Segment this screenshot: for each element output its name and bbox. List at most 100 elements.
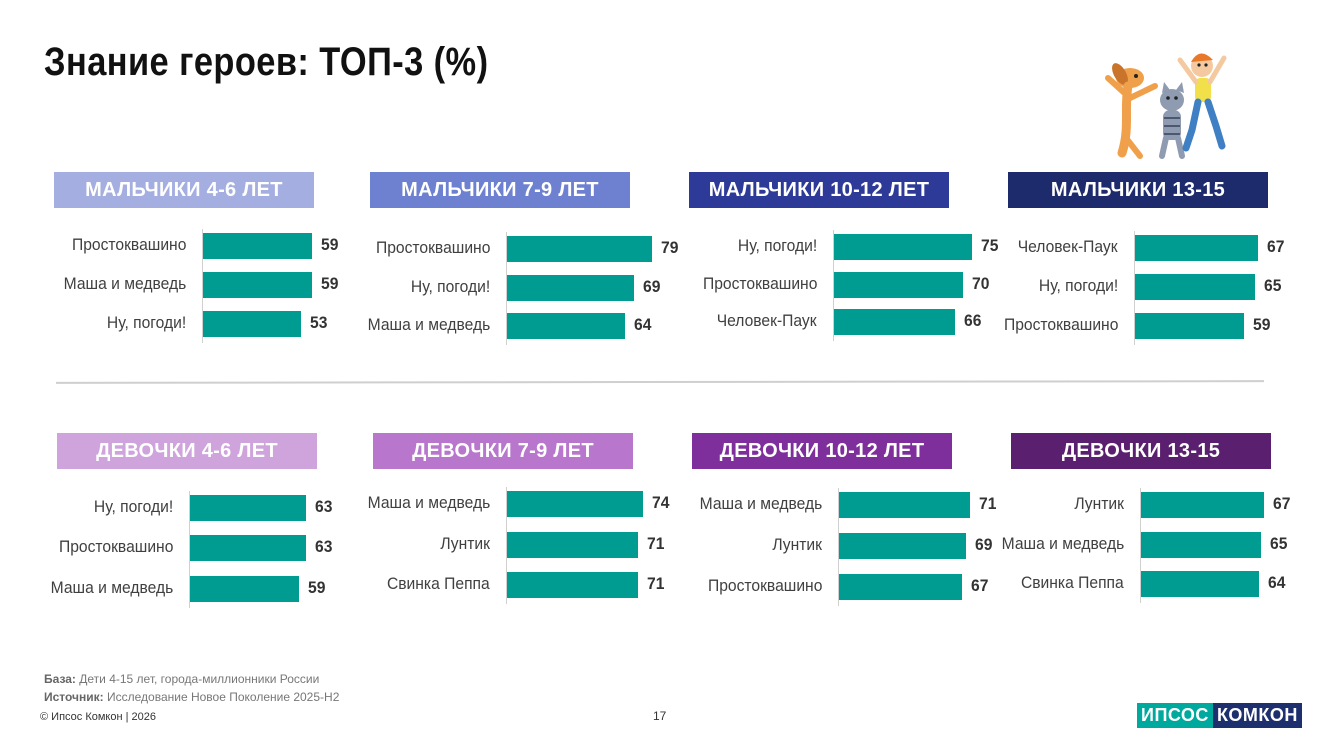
cartoon-characters-illustration (1105, 53, 1227, 159)
bar (839, 533, 966, 559)
footnote-base: База: Дети 4-15 лет, города-миллионники … (44, 672, 319, 686)
category-axis (1134, 231, 1135, 345)
value-label: 53 (310, 313, 328, 332)
value-label: 74 (652, 493, 670, 512)
category-label: Ну, погоди! (737, 236, 817, 255)
value-label: 69 (643, 277, 661, 296)
value-label: 63 (315, 497, 333, 516)
chart-title: МАЛЬЧИКИ 4-6 ЛЕТ (54, 172, 314, 208)
section-divider (55, 380, 1265, 384)
category-label: Маша и медведь (367, 315, 490, 334)
bar (507, 572, 638, 598)
value-label: 71 (647, 574, 665, 593)
value-label: 65 (1264, 276, 1282, 295)
category-label: Человек-Паук (1018, 237, 1118, 256)
chart-title: ДЕВОЧКИ 4-6 ЛЕТ (57, 433, 317, 469)
category-label: Маша и медведь (1001, 534, 1124, 553)
bar (1141, 492, 1264, 518)
category-label: Ну, погоди! (410, 277, 490, 296)
chart-title: МАЛЬЧИКИ 7-9 ЛЕТ (370, 172, 630, 208)
category-label: Маша и медведь (50, 578, 173, 597)
value-label: 79 (661, 238, 679, 257)
page-title: Знание героев: ТОП-3 (%) (44, 40, 489, 84)
value-label: 67 (1273, 494, 1291, 513)
category-label: Свинка Пеппа (1021, 573, 1124, 592)
page-number: 17 (653, 709, 667, 723)
bar (834, 309, 955, 335)
copyright: © Ипсос Комкон | 2026 (40, 711, 156, 723)
chart-title: МАЛЬЧИКИ 13-15 (1008, 172, 1268, 208)
value-label: 64 (634, 315, 652, 334)
value-label: 71 (979, 494, 997, 513)
bar (507, 275, 634, 301)
category-label: Ну, погоди! (1038, 276, 1118, 295)
value-label: 67 (1267, 237, 1285, 256)
value-label: 75 (981, 236, 999, 255)
category-label: Простоквашино (702, 274, 817, 293)
category-axis (506, 232, 507, 345)
bar (834, 272, 963, 298)
bar (834, 234, 972, 260)
value-label: 67 (971, 576, 989, 595)
category-axis (506, 487, 507, 604)
category-label: Простоквашино (1003, 315, 1118, 334)
category-axis (1140, 488, 1141, 603)
bar (190, 495, 306, 521)
bar (507, 491, 643, 517)
logo-part-2: КОМКОН (1212, 703, 1302, 728)
category-label: Маша и медведь (699, 494, 822, 513)
value-label: 59 (321, 235, 339, 254)
bar (190, 576, 299, 602)
value-label: 70 (972, 274, 990, 293)
value-label: 66 (964, 311, 982, 330)
value-label: 59 (321, 274, 339, 293)
category-label: Лунтик (772, 535, 822, 554)
bar (1135, 274, 1255, 300)
value-label: 59 (1253, 315, 1271, 334)
chart-title: МАЛЬЧИКИ 10-12 ЛЕТ (689, 172, 949, 208)
category-label: Ну, погоди! (93, 497, 173, 516)
value-label: 64 (1268, 573, 1286, 592)
bar (190, 535, 306, 561)
value-label: 63 (315, 537, 333, 556)
value-label: 65 (1270, 534, 1288, 553)
chart-title: ДЕВОЧКИ 7-9 ЛЕТ (373, 433, 633, 469)
bar (1141, 532, 1261, 558)
category-label: Простоквашино (375, 238, 490, 257)
category-label: Ну, погоди! (106, 313, 186, 332)
category-label: Простоквашино (58, 537, 173, 556)
category-axis (833, 230, 834, 341)
category-axis (189, 491, 190, 608)
bar (839, 574, 962, 600)
bar (203, 233, 312, 259)
category-label: Маша и медведь (367, 493, 490, 512)
category-label: Простоквашино (71, 235, 186, 254)
category-label: Человек-Паук (717, 311, 817, 330)
company-logo: ИПСОС КОМКОН (1137, 703, 1302, 728)
category-axis (202, 229, 203, 343)
value-label: 59 (308, 578, 326, 597)
source-text: Исследование Новое Поколение 2025-Н2 (107, 690, 340, 704)
category-label: Простоквашино (707, 576, 822, 595)
bar (507, 236, 652, 262)
bar (1135, 235, 1258, 261)
category-label: Свинка Пеппа (387, 574, 490, 593)
footnote-source: Источник: Исследование Новое Поколение 2… (44, 690, 339, 704)
logo-part-1: ИПСОС (1137, 703, 1213, 728)
category-label: Маша и медведь (63, 274, 186, 293)
base-text: Дети 4-15 лет, города-миллионники России (79, 672, 320, 686)
bar (203, 272, 312, 298)
bar (1135, 313, 1244, 339)
base-label: База: (44, 672, 76, 686)
chart-title: ДЕВОЧКИ 13-15 (1011, 433, 1271, 469)
bar (203, 311, 301, 337)
bar (1141, 571, 1259, 597)
bar (839, 492, 970, 518)
chart-title: ДЕВОЧКИ 10-12 ЛЕТ (692, 433, 952, 469)
source-label: Источник: (44, 690, 104, 704)
category-axis (838, 488, 839, 606)
bar (507, 313, 625, 339)
value-label: 69 (975, 535, 993, 554)
category-label: Лунтик (440, 534, 490, 553)
category-label: Лунтик (1074, 494, 1124, 513)
